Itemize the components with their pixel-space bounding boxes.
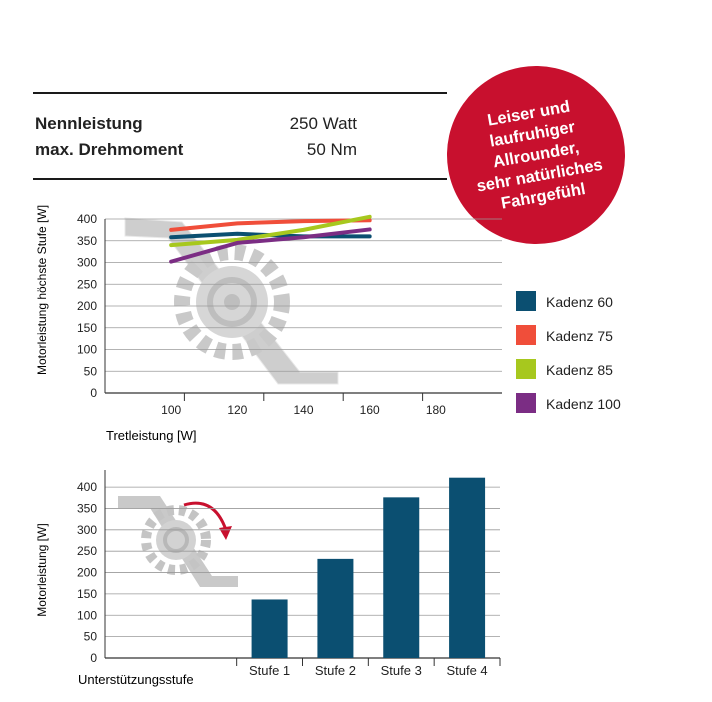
x-tick-label: 160 bbox=[360, 403, 380, 417]
feature-badge: Leiser und laufruhiger Allrounder, sehr … bbox=[432, 51, 640, 259]
y-tick-label: 250 bbox=[77, 544, 97, 558]
x-axis-label: Unterstützungsstufe bbox=[78, 672, 194, 687]
y-tick-label: 250 bbox=[77, 277, 97, 291]
crank-watermark-bottom bbox=[118, 496, 238, 587]
crank-watermark-top bbox=[124, 217, 339, 385]
y-tick-label: 300 bbox=[77, 256, 97, 270]
x-tick-label: 140 bbox=[293, 403, 313, 417]
x-tick-label: Stufe 4 bbox=[446, 663, 487, 678]
y-tick-label: 200 bbox=[77, 566, 97, 580]
bar bbox=[383, 497, 420, 658]
x-tick-label: 180 bbox=[426, 403, 446, 417]
x-tick-label: Stufe 2 bbox=[315, 663, 356, 678]
y-tick-label: 150 bbox=[77, 587, 97, 601]
y-tick-label: 50 bbox=[84, 364, 98, 378]
top-rule bbox=[33, 92, 447, 94]
y-tick-label: 350 bbox=[77, 234, 97, 248]
legend-label: Kadenz 100 bbox=[546, 396, 621, 412]
bar bbox=[317, 558, 354, 658]
y-tick-label: 100 bbox=[77, 343, 97, 357]
specs-block: Nennleistung 250 Watt max. Drehmoment 50… bbox=[33, 92, 447, 182]
y-tick-label: 0 bbox=[90, 386, 97, 400]
y-tick-label: 150 bbox=[77, 321, 97, 335]
bar bbox=[251, 599, 288, 658]
bottom-rule bbox=[33, 178, 447, 180]
legend-swatch bbox=[516, 393, 536, 413]
y-tick-label: 400 bbox=[77, 212, 97, 226]
y-tick-label: 200 bbox=[77, 299, 97, 313]
x-tick-label: Stufe 1 bbox=[249, 663, 290, 678]
y-tick-label: 0 bbox=[90, 651, 97, 665]
y-axis-label: Motorleistung [W] bbox=[35, 523, 49, 616]
x-tick-label: 120 bbox=[227, 403, 247, 417]
y-tick-label: 100 bbox=[77, 608, 97, 622]
legend-swatch bbox=[516, 359, 536, 379]
y-tick-label: 300 bbox=[77, 523, 97, 537]
legend-label: Kadenz 60 bbox=[546, 294, 613, 310]
spec-row-drehmoment: max. Drehmoment 50 Nm bbox=[35, 140, 445, 164]
series-line bbox=[169, 231, 372, 240]
y-tick-label: 350 bbox=[77, 501, 97, 515]
legend-swatch bbox=[516, 325, 536, 345]
legend-swatch bbox=[516, 291, 536, 311]
legend-label: Kadenz 85 bbox=[546, 362, 613, 378]
spec-label: max. Drehmoment bbox=[35, 140, 184, 159]
x-tick-label: 100 bbox=[161, 403, 181, 417]
y-tick-label: 400 bbox=[77, 480, 97, 494]
y-axis-label: Motorleistung höchste Stufe [W] bbox=[35, 205, 49, 375]
spec-value: 50 Nm bbox=[306, 140, 357, 159]
series-line bbox=[169, 227, 372, 264]
legend-label: Kadenz 75 bbox=[546, 328, 613, 344]
x-tick-label: Stufe 3 bbox=[381, 663, 422, 678]
spec-value: 250 Watt bbox=[289, 114, 357, 133]
y-tick-label: 50 bbox=[84, 630, 98, 644]
spec-label: Nennleistung bbox=[35, 114, 143, 133]
x-axis-label: Tretleistung [W] bbox=[106, 428, 197, 443]
series-line bbox=[169, 214, 372, 248]
rotation-arrow-icon bbox=[183, 501, 232, 540]
bar bbox=[449, 477, 486, 658]
series-line bbox=[169, 218, 372, 232]
spec-row-nennleistung: Nennleistung 250 Watt bbox=[35, 114, 445, 138]
